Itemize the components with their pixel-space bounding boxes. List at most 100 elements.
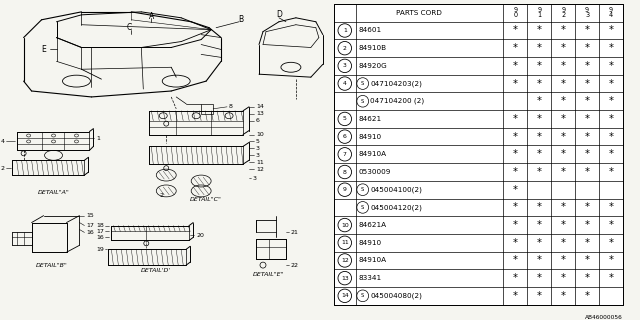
- Text: 047104203(2): 047104203(2): [370, 80, 422, 87]
- Text: *: *: [537, 167, 542, 177]
- Text: 8: 8: [343, 170, 347, 174]
- Text: *: *: [584, 132, 589, 142]
- Text: *: *: [561, 78, 566, 89]
- Text: 84910A: 84910A: [359, 258, 387, 263]
- Text: *: *: [609, 96, 614, 106]
- Text: 12: 12: [256, 167, 264, 172]
- Text: 1: 1: [343, 28, 347, 33]
- Text: *: *: [609, 220, 614, 230]
- Text: *: *: [609, 26, 614, 36]
- Text: 17: 17: [86, 223, 94, 228]
- Text: 21: 21: [291, 230, 299, 235]
- Text: 16: 16: [97, 235, 104, 240]
- Text: 9: 9: [561, 7, 565, 13]
- Text: *: *: [513, 26, 518, 36]
- Text: *: *: [561, 132, 566, 142]
- Text: 0530009: 0530009: [359, 169, 391, 175]
- Text: 9: 9: [513, 7, 517, 13]
- Text: 4: 4: [343, 81, 347, 86]
- Text: *: *: [561, 238, 566, 248]
- Text: 8: 8: [228, 104, 232, 109]
- Text: *: *: [584, 291, 589, 301]
- Text: *: *: [513, 132, 518, 142]
- Text: *: *: [584, 273, 589, 283]
- Text: *: *: [584, 96, 589, 106]
- Text: *: *: [609, 149, 614, 159]
- Text: *: *: [513, 43, 518, 53]
- Text: 84920G: 84920G: [359, 63, 387, 69]
- Text: *: *: [561, 96, 566, 106]
- Text: *: *: [513, 167, 518, 177]
- Text: *: *: [561, 149, 566, 159]
- Text: 84910: 84910: [359, 134, 382, 140]
- Text: *: *: [584, 61, 589, 71]
- Text: 11: 11: [341, 240, 349, 245]
- Text: *: *: [609, 114, 614, 124]
- Text: *: *: [537, 255, 542, 266]
- Text: 20: 20: [196, 233, 204, 238]
- Text: 17: 17: [97, 229, 104, 234]
- Text: S: S: [361, 205, 364, 210]
- Text: S: S: [361, 293, 364, 298]
- Text: *: *: [584, 202, 589, 212]
- Text: *: *: [561, 61, 566, 71]
- Text: 13: 13: [256, 111, 264, 116]
- Text: DETAIL'D': DETAIL'D': [141, 268, 172, 273]
- Text: 047104200 (2): 047104200 (2): [370, 98, 424, 105]
- Text: 84910B: 84910B: [359, 45, 387, 51]
- Text: *: *: [537, 149, 542, 159]
- Text: 9: 9: [585, 7, 589, 13]
- Text: *: *: [561, 220, 566, 230]
- Text: C: C: [127, 23, 132, 32]
- Text: *: *: [609, 273, 614, 283]
- Text: 1: 1: [537, 12, 541, 18]
- Text: *: *: [561, 26, 566, 36]
- Text: 10: 10: [341, 223, 349, 228]
- Text: *: *: [513, 255, 518, 266]
- Text: 2: 2: [561, 12, 565, 18]
- Text: 18: 18: [97, 223, 104, 228]
- Text: *: *: [513, 238, 518, 248]
- Text: *: *: [513, 185, 518, 195]
- Text: *: *: [561, 114, 566, 124]
- Text: DETAIL"A": DETAIL"A": [38, 190, 69, 196]
- Text: *: *: [513, 61, 518, 71]
- Text: *: *: [513, 291, 518, 301]
- Text: *: *: [537, 43, 542, 53]
- Text: *: *: [513, 149, 518, 159]
- Text: 5: 5: [256, 139, 260, 144]
- Text: S: S: [361, 99, 364, 104]
- Text: 1: 1: [97, 136, 100, 141]
- Text: 19: 19: [97, 247, 104, 252]
- Text: 15: 15: [86, 213, 94, 218]
- Text: 9: 9: [537, 7, 541, 13]
- Text: *: *: [584, 149, 589, 159]
- Text: AB46000056: AB46000056: [586, 315, 623, 320]
- Text: 84601: 84601: [359, 28, 382, 34]
- Text: 9: 9: [609, 7, 613, 13]
- Text: 045004080(2): 045004080(2): [370, 292, 422, 299]
- Text: *: *: [537, 220, 542, 230]
- Text: 12: 12: [341, 258, 349, 263]
- Text: B: B: [239, 15, 244, 24]
- Text: 11: 11: [256, 160, 264, 165]
- Text: 14: 14: [256, 104, 264, 109]
- Text: 4: 4: [609, 12, 613, 18]
- Text: *: *: [584, 43, 589, 53]
- Text: *: *: [609, 255, 614, 266]
- Text: *: *: [513, 78, 518, 89]
- Text: 3: 3: [256, 153, 260, 158]
- Text: *: *: [609, 61, 614, 71]
- Text: *: *: [561, 255, 566, 266]
- Text: *: *: [609, 238, 614, 248]
- Text: 3: 3: [585, 12, 589, 18]
- Text: *: *: [584, 238, 589, 248]
- Text: *: *: [513, 220, 518, 230]
- Text: A: A: [148, 12, 154, 21]
- Text: *: *: [537, 202, 542, 212]
- Text: 10: 10: [256, 132, 264, 137]
- Text: 16: 16: [86, 230, 94, 235]
- Text: 84910A: 84910A: [359, 151, 387, 157]
- Text: 2: 2: [343, 46, 347, 51]
- Text: *: *: [584, 255, 589, 266]
